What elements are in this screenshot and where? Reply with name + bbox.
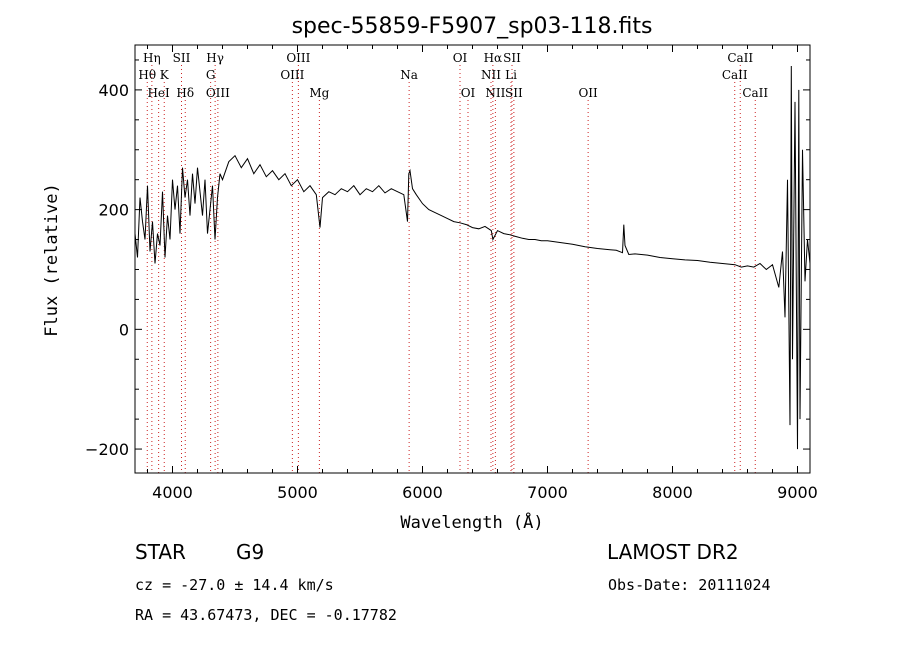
line-marker-label: SII bbox=[173, 51, 191, 65]
object-class: STAR bbox=[135, 540, 186, 564]
spectrum-line bbox=[134, 65, 811, 450]
line-marker-label: OIII bbox=[280, 68, 304, 82]
y-tick-label: 0 bbox=[119, 320, 129, 339]
line-marker-label: OI bbox=[453, 51, 468, 65]
line-marker-label: Hθ bbox=[138, 68, 156, 82]
survey-name: LAMOST DR2 bbox=[607, 540, 739, 564]
x-tick-label: 5000 bbox=[277, 483, 318, 502]
line-marker-label: CaII bbox=[727, 51, 753, 65]
x-tick-label: 6000 bbox=[402, 483, 443, 502]
line-marker-label: OII bbox=[578, 86, 598, 100]
line-marker-label: OIII bbox=[206, 86, 230, 100]
line-marker-label: Mg bbox=[309, 86, 329, 100]
y-axis-label: Flux (relative) bbox=[42, 183, 62, 337]
y-tick-label: −200 bbox=[85, 440, 129, 459]
line-marker-label: G bbox=[206, 68, 216, 82]
y-tick-label: 200 bbox=[98, 201, 129, 220]
plot-frame bbox=[134, 44, 811, 474]
line-marker-label: K bbox=[160, 68, 170, 82]
line-marker-label: Hα bbox=[484, 51, 503, 65]
line-marker-label: SII bbox=[505, 86, 523, 100]
line-marker-label: CaII bbox=[722, 68, 748, 82]
line-marker-label: OI bbox=[461, 86, 476, 100]
line-marker-label: SII bbox=[503, 51, 521, 65]
x-axis-ticks: 4000 5000 6000 7000 8000 9000 bbox=[147, 45, 818, 502]
x-tick-label: 4000 bbox=[152, 483, 193, 502]
redshift: cz = -27.0 ± 14.4 km/s bbox=[135, 576, 334, 594]
line-marker-label: Li bbox=[505, 68, 517, 82]
chart-title: spec-55859-F5907_sp03-118.fits bbox=[292, 14, 653, 39]
obs-date: Obs-Date: 20111024 bbox=[608, 576, 771, 594]
line-marker-label: Hδ bbox=[176, 86, 194, 100]
line-marker-label: Hγ bbox=[206, 51, 224, 65]
line-marker-label: NII bbox=[481, 68, 501, 82]
x-tick-label: 7000 bbox=[527, 483, 568, 502]
line-marker-label: HeI bbox=[147, 86, 170, 100]
line-marker-label: NII bbox=[485, 86, 505, 100]
y-axis-ticks: −200 0 200 400 bbox=[85, 59, 810, 459]
line-marker-label: OIII bbox=[286, 51, 310, 65]
line-marker-label: Na bbox=[400, 68, 418, 82]
x-tick-label: 8000 bbox=[652, 483, 693, 502]
coordinates: RA = 43.67473, DEC = -0.17782 bbox=[135, 606, 397, 624]
line-marker-label: CaII bbox=[742, 86, 768, 100]
x-tick-label: 9000 bbox=[777, 483, 818, 502]
object-subclass: G9 bbox=[236, 540, 264, 564]
line-marker-label: Hη bbox=[143, 51, 161, 65]
x-axis-label: Wavelength (Å) bbox=[400, 511, 543, 533]
y-tick-label: 400 bbox=[98, 81, 129, 100]
